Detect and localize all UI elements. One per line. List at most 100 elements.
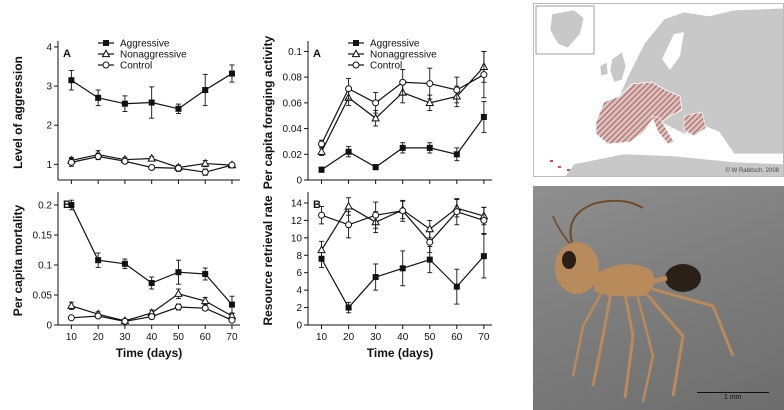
legend-label: Aggressive [370, 39, 420, 50]
x-tick-label: 20 [93, 332, 105, 343]
y-tick-label: 0.1 [288, 47, 302, 58]
y-tick-label: 14 [291, 198, 303, 209]
europe-map-graphic [535, 5, 783, 176]
ant-head [555, 242, 599, 294]
marker-triangle [200, 296, 210, 305]
marker-triangle [67, 300, 76, 309]
marker-circle [201, 304, 209, 312]
marker-circle [94, 153, 102, 161]
chart-panel-1: 1 2 3 4 Level of aggression A AggressiveNonagg… [11, 39, 240, 184]
scale-bar [697, 392, 769, 393]
legend-label: Nonaggressive [370, 50, 437, 61]
marker-triangle [425, 224, 435, 233]
series-line [70, 204, 233, 305]
marker-circle [67, 314, 75, 322]
ant-leg [641, 289, 685, 397]
y-tick-label: 8 [296, 251, 302, 262]
marker-triangle [147, 153, 157, 162]
marker-circle [94, 312, 102, 320]
y-tick-label: 1 [46, 160, 52, 171]
x-tick-label: 60 [451, 332, 463, 343]
marker-circle [372, 99, 380, 107]
y-tick-label: 0.15 [33, 231, 53, 242]
marker-square [345, 148, 352, 155]
marker-circle [318, 211, 326, 219]
marker-circle [121, 157, 129, 165]
series-aggressive [318, 101, 487, 173]
marker-square [228, 70, 235, 77]
range-southwest-europe [595, 81, 683, 145]
chart-panel-4: 0 2 4 6 8 10 12 14 10 20 30 40 50 60 70 Resource retrie… [261, 192, 492, 360]
y-tick-label: 0.06 [283, 98, 303, 109]
map-credit: © W Rabitsch, 2008 [725, 168, 779, 174]
ant-leg [635, 293, 655, 403]
greenland-shape [549, 9, 585, 49]
y-tick-label: 0.04 [283, 124, 303, 135]
panel-letter: B [313, 199, 321, 211]
marker-square [202, 271, 209, 277]
marker-triangle [425, 98, 435, 106]
ant-leg [648, 286, 735, 357]
panel-letter: A [313, 48, 321, 60]
marker-square [175, 269, 182, 276]
series-aggressive [68, 64, 235, 119]
marker-square [372, 274, 379, 281]
baltic-sea [662, 32, 684, 70]
y-tick-label: 0.1 [38, 261, 52, 272]
y-tick-label: 0.2 [38, 201, 52, 212]
y-tick-label: 4 [46, 42, 52, 53]
chart-panel-3: 0 0.02 0.04 0.06 0.08 0.1 Per capita foraging … [261, 35, 492, 189]
range-italy [651, 115, 675, 145]
y-tick-label: 0 [296, 321, 302, 332]
marker-square [121, 260, 128, 267]
marker-circle [121, 317, 129, 325]
marker-square [345, 304, 352, 311]
series-aggressive [318, 233, 487, 314]
marker-circle [228, 316, 236, 324]
marker-circle [453, 86, 461, 94]
marker-square [399, 144, 406, 151]
marker-circle [148, 313, 156, 321]
x-tick-label: 60 [200, 332, 212, 343]
y-tick-label: 6 [296, 268, 302, 279]
marker-square [426, 256, 433, 263]
marker-square [453, 283, 460, 290]
marker-circle [399, 207, 407, 215]
series-control [67, 303, 236, 325]
marker-square [453, 151, 460, 158]
island-mark [550, 160, 553, 162]
marker-triangle [317, 245, 326, 254]
x-tick-label: 30 [370, 332, 382, 343]
y-axis-label: Per capita mortality [11, 204, 25, 316]
marker-circle [399, 78, 407, 86]
y-tick-label: 0.02 [283, 150, 303, 161]
marker-circle [67, 158, 75, 166]
ant-leg [591, 291, 613, 387]
marker-triangle [371, 113, 380, 122]
marker-circle [426, 238, 434, 246]
marker-triangle [317, 146, 326, 155]
ant-abdomen [665, 264, 701, 292]
ant-leg [623, 293, 635, 399]
ant-petiole [650, 275, 668, 285]
marker-triangle [174, 288, 183, 297]
marker-circle [453, 208, 461, 216]
marker-square [68, 202, 75, 208]
panel-letter: B [63, 199, 71, 211]
ant-graphic [552, 199, 735, 403]
y-tick-label: 4 [296, 286, 302, 297]
legend-label: Aggressive [120, 39, 170, 50]
legend-label: Control [120, 61, 152, 72]
marker-triangle [344, 201, 353, 210]
ireland [599, 61, 609, 77]
x-tick-label: 70 [478, 332, 490, 343]
marker-circle [102, 61, 110, 69]
island-mark [567, 169, 570, 171]
x-tick-label: 10 [66, 332, 78, 343]
marker-circle [372, 211, 380, 219]
marker-square [318, 166, 325, 173]
y-tick-label: 2 [46, 121, 52, 132]
y-axis-label: Per capita foraging activity [261, 35, 275, 189]
marker-circle [345, 85, 353, 93]
